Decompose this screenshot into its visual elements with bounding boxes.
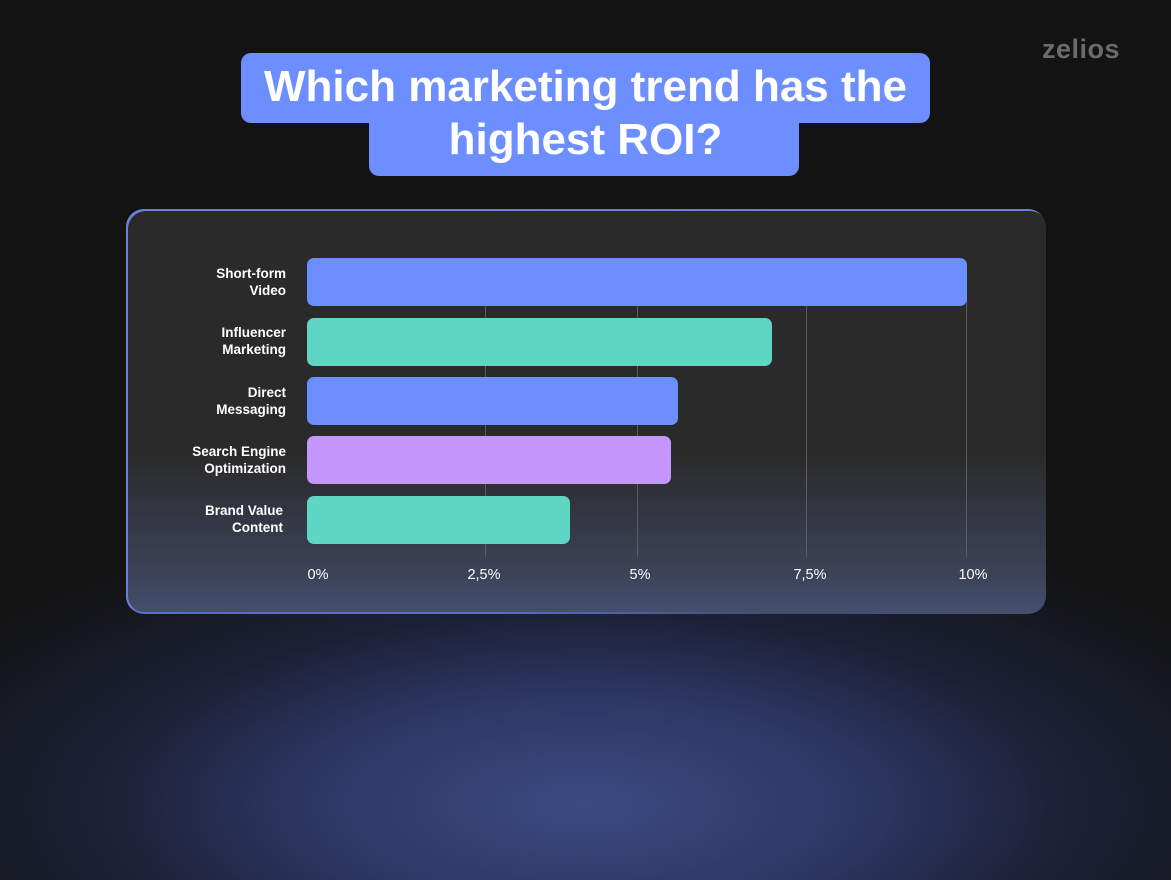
x-tick-label: 7,5% (793, 567, 827, 583)
gridline-10 (966, 300, 967, 557)
bar-short-form-video (307, 258, 967, 306)
brand-logo: zelios (1042, 34, 1121, 64)
x-tick-label: 2,5% (467, 567, 501, 583)
chart-card-border (126, 209, 1046, 614)
bar-brand-value-content (307, 496, 571, 544)
category-label: Direct Messaging (216, 385, 286, 417)
title-banner-bottom (369, 110, 799, 176)
bar-search-engine-optimization (307, 436, 671, 484)
x-tick-label: 10% (958, 567, 988, 583)
chart-title-text: Which marketing trend has the highest RO… (264, 62, 907, 164)
category-label: Search Engine Optimization (192, 444, 286, 476)
gridline-7-5 (806, 300, 807, 557)
gridline-5 (637, 300, 638, 557)
chart-title: Which marketing trend has the highest RO… (241, 60, 930, 166)
bar-influencer-marketing (307, 318, 773, 366)
category-label: Influencer Marketing (221, 325, 286, 357)
x-tick-label: 0% (307, 567, 329, 583)
bar-direct-messaging (307, 377, 678, 425)
x-tick-label: 5% (629, 567, 651, 583)
category-label: Short-form Video (216, 266, 286, 298)
gridline-2-5 (485, 300, 486, 557)
category-label: Brand Value Content (204, 503, 283, 535)
